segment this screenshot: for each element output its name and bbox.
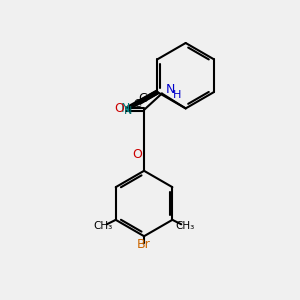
Text: CH₃: CH₃ [94,221,113,231]
Text: H: H [173,90,182,100]
Text: O: O [115,102,124,115]
Text: C: C [133,99,141,109]
Text: O: O [133,148,142,161]
Text: Br: Br [137,238,151,251]
Text: N: N [166,83,175,97]
Text: CH₃: CH₃ [175,221,194,231]
Text: N: N [121,103,130,116]
Text: N: N [124,106,132,116]
Text: C: C [138,92,147,105]
